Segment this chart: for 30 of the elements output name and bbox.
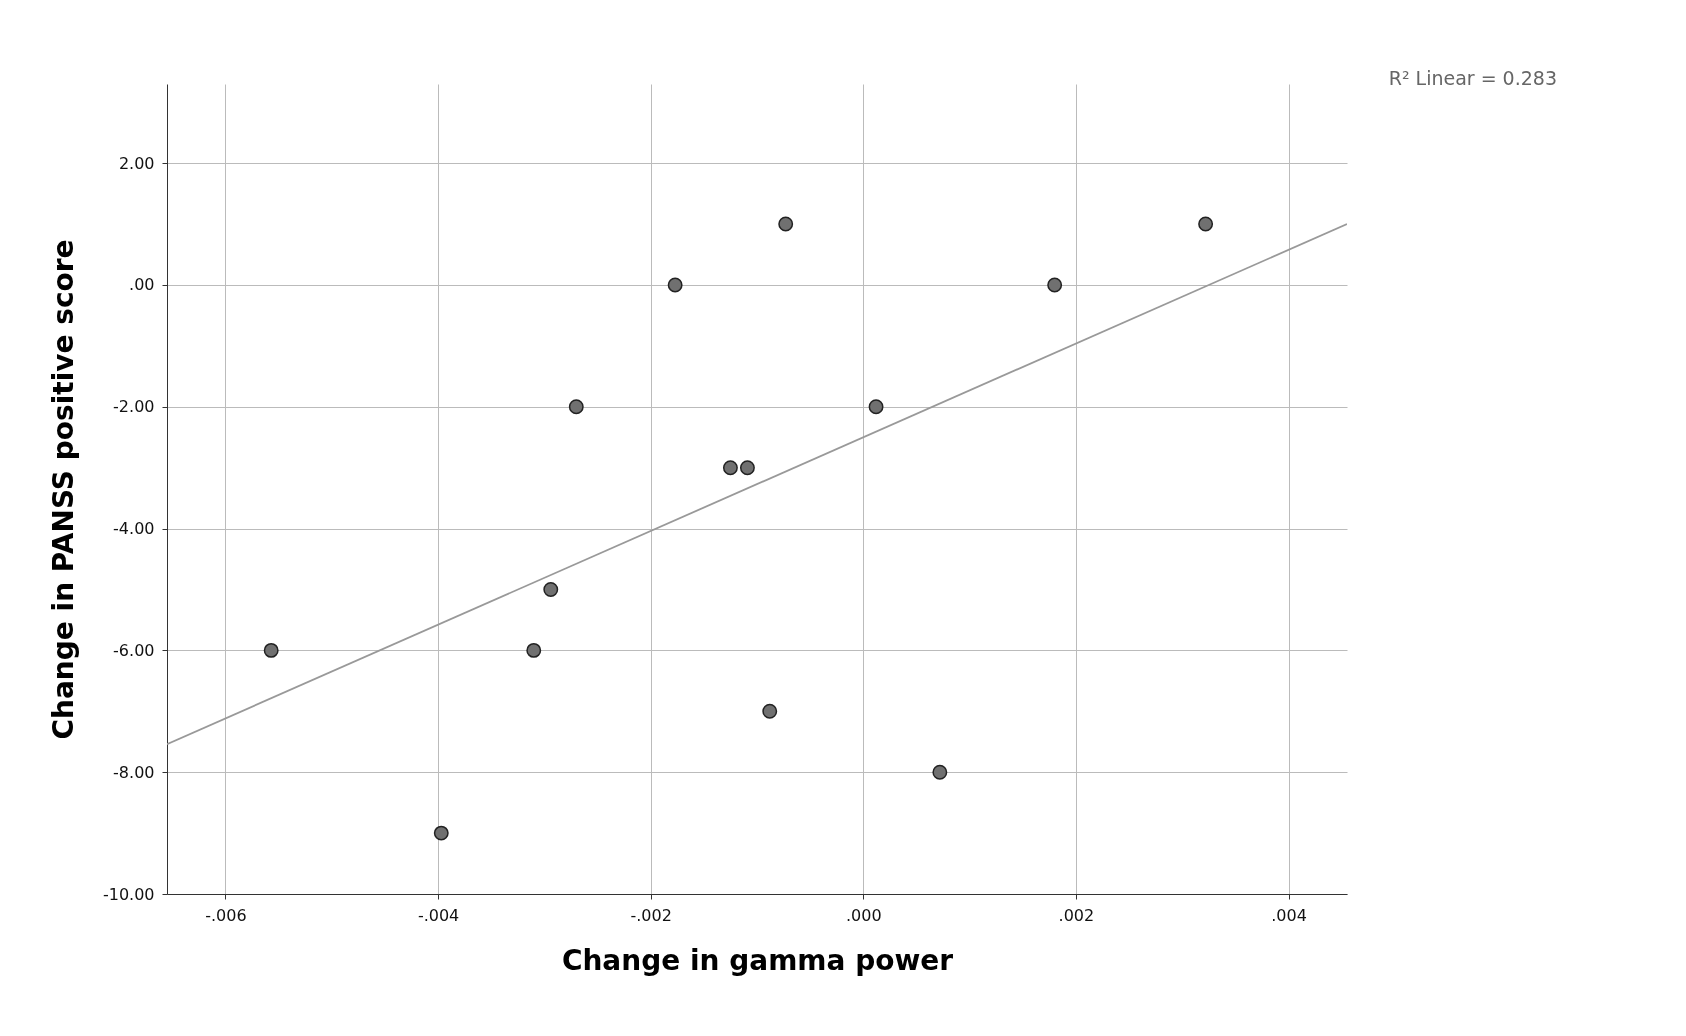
point — [1047, 277, 1063, 293]
point — [1198, 216, 1214, 232]
x-tick-label: -.004 — [417, 905, 460, 925]
point — [667, 277, 683, 293]
x-tick-label: .002 — [1058, 905, 1095, 925]
text: R² Linear = 0.283 — [1388, 67, 1557, 89]
point — [739, 460, 755, 476]
point — [568, 399, 584, 415]
point — [778, 216, 794, 232]
point — [433, 825, 449, 841]
y-tick-label: -10.00 — [102, 884, 155, 904]
point — [762, 703, 778, 719]
point — [263, 642, 279, 658]
y-tick-label: -8.00 — [113, 762, 155, 782]
y-tick-label: 2.00 — [118, 153, 155, 173]
point — [868, 399, 884, 415]
y-tick-label: .00 — [129, 275, 155, 295]
y-axis-title: Change in PANSS positive score — [46, 239, 80, 740]
point — [543, 582, 559, 597]
point — [722, 460, 738, 476]
y-tick-label: -4.00 — [113, 519, 155, 539]
y-tick-label: -2.00 — [113, 397, 155, 417]
point — [932, 764, 948, 780]
x-axis-title: Change in gamma power — [561, 943, 954, 977]
x-tick-label: -.006 — [205, 905, 247, 925]
x-tick-label: .000 — [845, 905, 882, 925]
x-tick-label: -.002 — [630, 905, 672, 925]
x-tick-label: .004 — [1271, 905, 1307, 925]
point — [526, 642, 542, 658]
y-tick-label: -6.00 — [113, 640, 155, 660]
